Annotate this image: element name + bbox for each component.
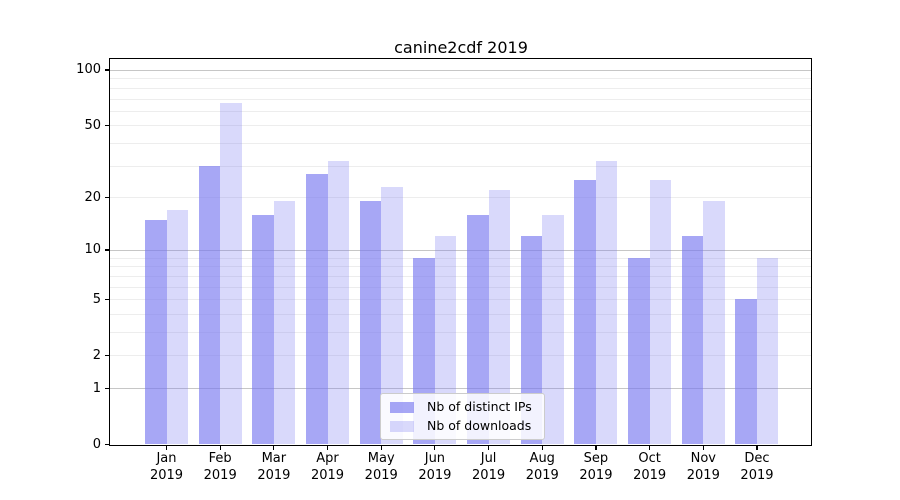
legend-swatch-downloads	[390, 420, 414, 432]
gridline-minor-5	[110, 299, 811, 301]
gridline-minor-3	[110, 332, 811, 333]
bar-downloads-aug	[542, 214, 564, 445]
x-tick-mark-apr	[326, 446, 329, 450]
bar-distinct-ips-nov	[681, 236, 704, 445]
y-tick-label-0: 0	[92, 437, 101, 452]
bar-downloads-sep	[595, 160, 618, 445]
legend: Nb of distinct IPs Nb of downloads	[380, 393, 545, 440]
x-tick-mark-feb	[219, 446, 221, 450]
legend-row-distinct-ips: Nb of distinct IPs	[390, 399, 535, 415]
y-tick-label-50: 50	[84, 117, 101, 133]
bar-downloads-apr	[327, 160, 350, 445]
x-tick-label-mar: Mar 2019	[257, 451, 291, 483]
x-tick-mark-jun	[434, 446, 436, 450]
y-tick-mark-50	[105, 124, 109, 127]
gridline-minor-7	[110, 275, 811, 277]
bar-downloads-feb	[220, 103, 242, 445]
x-tick-label-dec: Dec 2019	[740, 451, 774, 483]
bar-downloads-mar	[273, 201, 296, 445]
gridline-minor-60	[110, 110, 811, 112]
x-tick-mark-mar	[273, 446, 275, 450]
bar-distinct-ips-feb	[198, 165, 221, 445]
bar-downloads-jan	[166, 209, 188, 445]
gridline-minor-2	[110, 355, 811, 357]
bar-downloads-nov	[703, 201, 725, 445]
y-tick-label-5: 5	[92, 291, 101, 307]
legend-label-distinct-ips: Nb of distinct IPs	[427, 399, 532, 414]
x-tick-label-apr: Apr 2019	[310, 451, 345, 483]
bar-downloads-jun	[434, 236, 457, 445]
x-tick-label-oct: Oct 2019	[633, 451, 667, 483]
gridline-minor-9	[110, 257, 811, 259]
y-tick-label-20: 20	[84, 189, 101, 205]
x-tick-label-feb: Feb 2019	[203, 451, 237, 483]
bar-downloads-oct	[649, 180, 672, 445]
y-tick-mark-10	[105, 249, 109, 251]
y-tick-label-1: 1	[92, 380, 101, 396]
gridline-minor-30	[110, 165, 811, 167]
bar-distinct-ips-mar	[252, 214, 274, 445]
gridline-major-1	[110, 388, 811, 390]
bar-downloads-may	[381, 186, 403, 445]
x-tick-mark-may	[380, 446, 382, 450]
gridline-minor-40	[110, 143, 811, 145]
y-tick-mark-100	[105, 69, 109, 71]
x-tick-label-may: May 2019	[364, 451, 398, 483]
x-tick-label-aug: Aug 2019	[525, 451, 559, 483]
gridline-minor-6	[110, 286, 811, 288]
gridline-minor-4	[110, 313, 811, 315]
x-tick-mark-jan	[165, 446, 168, 450]
bar-distinct-ips-may	[359, 201, 382, 445]
y-tick-mark-5	[105, 298, 109, 300]
y-tick-label-10: 10	[84, 242, 101, 258]
gridline-minor-70	[110, 98, 811, 100]
bar-distinct-ips-jan	[145, 219, 167, 445]
y-tick-mark-0	[105, 443, 109, 446]
x-tick-label-nov: Nov 2019	[686, 451, 720, 483]
legend-row-downloads: Nb of downloads	[390, 418, 535, 434]
bar-distinct-ips-sep	[574, 180, 596, 445]
gridline-minor-50	[110, 125, 811, 127]
bar-downloads-jul	[488, 190, 511, 445]
x-tick-label-jul: Jul 2019	[472, 451, 506, 483]
gridline-major-10	[110, 249, 811, 251]
x-tick-mark-sep	[595, 446, 597, 450]
x-tick-mark-oct	[649, 446, 651, 450]
plot-area	[109, 58, 812, 446]
x-tick-label-jun: Jun 2019	[418, 451, 452, 483]
gridline-minor-90	[110, 78, 811, 80]
y-tick-mark-1	[105, 387, 109, 389]
x-tick-mark-nov	[702, 446, 704, 450]
bar-downloads-dec	[756, 257, 779, 445]
x-tick-label-sep: Sep 2019	[579, 451, 613, 483]
x-tick-label-jan: Jan 2019	[149, 451, 184, 483]
y-tick-label-2: 2	[92, 347, 101, 363]
bar-distinct-ips-oct	[628, 257, 650, 445]
gridline-major-100	[110, 69, 811, 71]
chart-title: canine2cdf 2019	[394, 38, 528, 57]
gridline-minor-80	[110, 87, 811, 89]
x-tick-mark-jul	[487, 446, 490, 450]
legend-label-downloads: Nb of downloads	[427, 418, 532, 433]
y-tick-mark-20	[105, 196, 109, 199]
gridline-minor-8	[110, 266, 811, 268]
legend-swatch-distinct-ips	[390, 401, 414, 413]
bar-distinct-ips-dec	[735, 299, 757, 445]
y-tick-label-100: 100	[76, 62, 101, 78]
bar-distinct-ips-jul	[467, 214, 489, 445]
x-tick-mark-aug	[541, 446, 543, 450]
y-tick-mark-2	[105, 354, 109, 356]
x-tick-mark-dec	[756, 446, 758, 450]
gridline-minor-20	[110, 197, 811, 199]
bar-distinct-ips-aug	[520, 236, 543, 445]
bar-distinct-ips-apr	[306, 174, 328, 445]
